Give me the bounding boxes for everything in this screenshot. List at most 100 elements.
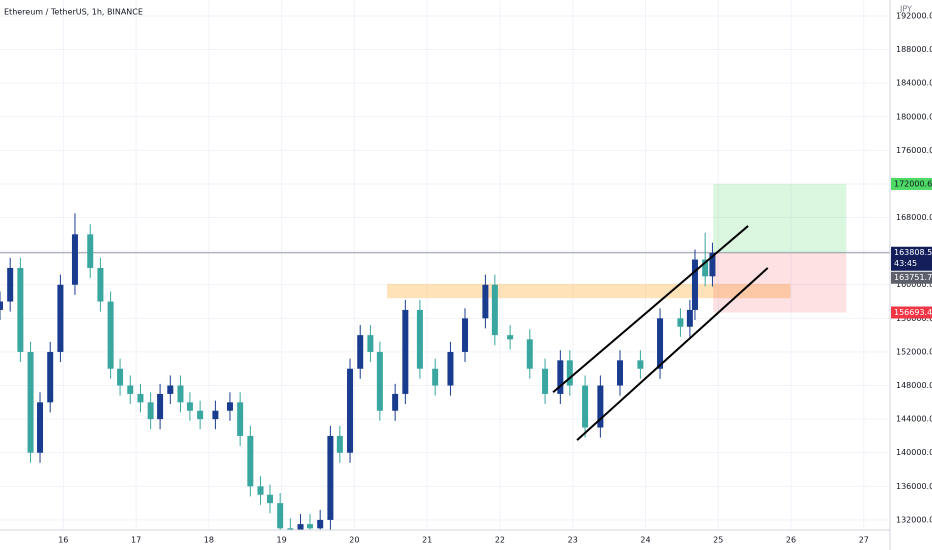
x-tick-label: 18 bbox=[204, 536, 214, 545]
candle-body bbox=[137, 393, 144, 403]
candle-body bbox=[462, 318, 469, 352]
y-tick-label: 188000.00 bbox=[896, 45, 932, 54]
candle-body bbox=[657, 318, 664, 369]
candle-body bbox=[482, 284, 489, 319]
x-tick-label: 24 bbox=[640, 536, 650, 545]
candle-body bbox=[416, 309, 423, 369]
countdown: 43:45 bbox=[894, 259, 917, 268]
candle-body bbox=[266, 494, 273, 504]
candle-body bbox=[347, 368, 354, 453]
candle-body bbox=[702, 259, 709, 277]
price-label: 172000.66 bbox=[894, 179, 932, 188]
candle-body bbox=[277, 503, 284, 529]
candle-body bbox=[57, 284, 64, 352]
price-label: 156693.44 bbox=[894, 308, 932, 317]
candle-body bbox=[237, 402, 244, 436]
candle-body bbox=[257, 486, 264, 495]
x-tick-label: 20 bbox=[349, 536, 359, 545]
candle-body bbox=[97, 267, 104, 302]
plot bbox=[0, 183, 890, 530]
chart-title: Ethereum / TetherUS, 1h, BINANCE bbox=[4, 8, 143, 17]
y-tick-label: 176000.00 bbox=[896, 146, 932, 155]
candle-body bbox=[432, 368, 439, 386]
x-tick-label: 26 bbox=[786, 536, 796, 545]
candle-body bbox=[317, 519, 324, 529]
candle-body bbox=[17, 267, 24, 352]
candle-body bbox=[0, 301, 3, 310]
candle-body bbox=[357, 335, 364, 369]
x-tick-label: 23 bbox=[568, 536, 578, 545]
y-tick-label: 168000.00 bbox=[896, 213, 932, 222]
candle-body bbox=[247, 435, 254, 487]
price-label-box bbox=[891, 271, 932, 284]
candle-body bbox=[637, 360, 644, 369]
candle-body bbox=[197, 410, 204, 420]
candle-body bbox=[376, 351, 383, 411]
candle-body bbox=[367, 335, 374, 352]
y-tick-label: 152000.00 bbox=[896, 347, 932, 356]
candle-body bbox=[557, 360, 564, 394]
candle-body bbox=[127, 385, 134, 394]
candle-body bbox=[147, 402, 154, 420]
candle-body bbox=[7, 267, 14, 302]
candle-body bbox=[526, 339, 533, 369]
candle-body bbox=[507, 335, 514, 340]
axes: 132000.00 136000.00 140000.00 144000.00 1480… bbox=[58, 11, 932, 545]
candle-body bbox=[336, 435, 343, 453]
candle-body bbox=[597, 385, 604, 428]
price-label-box bbox=[891, 306, 932, 319]
candle-body bbox=[212, 410, 219, 420]
y-tick-label: 192000.00 bbox=[896, 11, 932, 20]
candle-body bbox=[447, 351, 454, 386]
x-tick-label: 16 bbox=[58, 536, 68, 545]
candle-body bbox=[287, 528, 294, 530]
price-label-box bbox=[891, 246, 932, 271]
y-tick-label: 180000.00 bbox=[896, 112, 932, 121]
candle-body bbox=[709, 252, 716, 277]
y-tick-label: 140000.00 bbox=[896, 448, 932, 457]
x-tick-label: 25 bbox=[713, 536, 723, 545]
candle-body bbox=[617, 360, 624, 386]
candle-body bbox=[37, 402, 44, 453]
candle-body bbox=[677, 318, 684, 327]
candle-body bbox=[307, 524, 314, 529]
x-tick-label: 21 bbox=[422, 536, 432, 545]
candle-body bbox=[691, 259, 698, 310]
x-tick-label: 22 bbox=[495, 536, 505, 545]
trend-line bbox=[552, 225, 749, 394]
y-tick-label: 132000.00 bbox=[896, 515, 932, 524]
candle-body bbox=[686, 309, 693, 327]
candle-body bbox=[392, 393, 399, 411]
candle-body bbox=[71, 234, 78, 285]
candle-body bbox=[157, 393, 164, 420]
price-label: 163808.55 bbox=[894, 248, 932, 257]
x-tick-label: 17 bbox=[131, 536, 141, 545]
candle-body bbox=[297, 524, 304, 530]
grid bbox=[0, 0, 890, 530]
candle-body bbox=[47, 351, 54, 403]
x-tick-label: 19 bbox=[277, 536, 287, 545]
x-tick-label: 27 bbox=[859, 536, 869, 545]
price-label: 163751.77 bbox=[894, 273, 932, 282]
zone bbox=[713, 252, 847, 313]
y-tick-label: 160000.00 bbox=[896, 280, 932, 289]
y-tick-label: 148000.00 bbox=[896, 381, 932, 390]
y-tick-label: 136000.00 bbox=[896, 482, 932, 491]
candle-body bbox=[117, 368, 124, 386]
candle-body bbox=[177, 385, 184, 403]
y-tick-label: 184000.00 bbox=[896, 79, 932, 88]
candle-body bbox=[167, 385, 174, 394]
candle-body bbox=[186, 402, 193, 411]
candle-body bbox=[27, 351, 34, 453]
trend-line bbox=[576, 267, 769, 441]
candle-body bbox=[402, 309, 409, 394]
candle-body bbox=[582, 385, 589, 428]
currency: JPY bbox=[899, 5, 912, 14]
candle-body bbox=[226, 402, 233, 411]
candle-body bbox=[327, 435, 334, 520]
candle-body bbox=[542, 368, 549, 394]
